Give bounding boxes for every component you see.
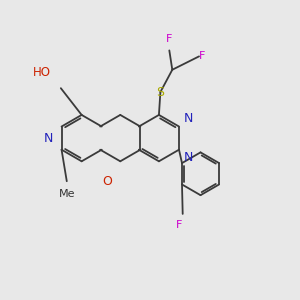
Text: N: N (184, 151, 194, 164)
Text: F: F (199, 51, 206, 62)
Text: F: F (166, 34, 172, 44)
Text: N: N (184, 112, 194, 125)
Text: F: F (176, 220, 183, 230)
Text: N: N (44, 132, 53, 145)
Text: HO: HO (33, 66, 51, 79)
Text: O: O (102, 175, 112, 188)
Text: Me: Me (58, 189, 75, 199)
Text: S: S (156, 85, 164, 98)
